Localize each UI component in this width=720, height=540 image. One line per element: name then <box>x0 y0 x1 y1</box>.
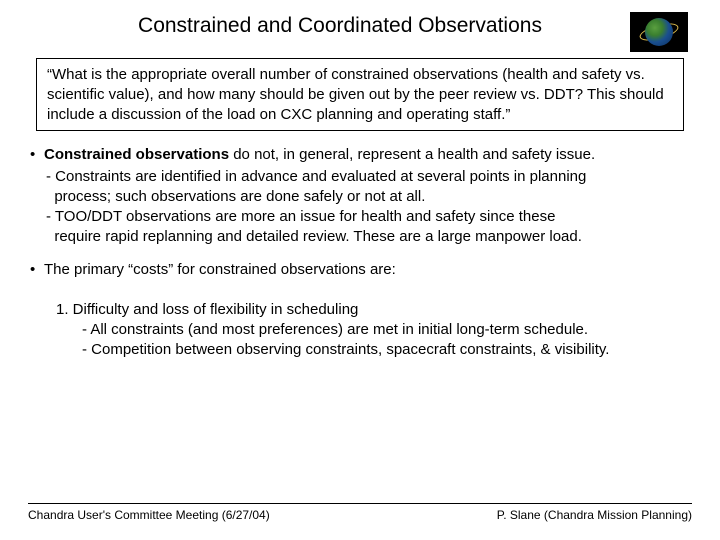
bullet-1-rest: do not, in general, represent a health a… <box>229 146 595 163</box>
bullet-1-sub-2b: require rapid replanning and detailed re… <box>28 227 692 247</box>
page-title: Constrained and Coordinated Observations <box>0 0 720 46</box>
bullet-1-text: Constrained observations do not, in gene… <box>44 145 692 165</box>
logo-globe <box>645 18 673 46</box>
numbered-1-sub-2: - Competition between observing constrai… <box>28 340 692 360</box>
bullet-1-sub-1b: process; such observations are done safe… <box>28 187 692 207</box>
quote-box: “What is the appropriate overall number … <box>36 58 684 131</box>
bullet-1-sub-2a: - TOO/DDT observations are more an issue… <box>28 207 692 227</box>
bullet-1: • Constrained observations do not, in ge… <box>28 145 692 165</box>
numbered-1: 1. Difficulty and loss of flexibility in… <box>28 300 692 320</box>
bullet-marker: • <box>28 260 44 280</box>
bullet-2-text: The primary “costs” for constrained obse… <box>44 260 692 280</box>
footer: Chandra User's Committee Meeting (6/27/0… <box>28 503 692 522</box>
quote-text: “What is the appropriate overall number … <box>47 66 664 123</box>
footer-left: Chandra User's Committee Meeting (6/27/0… <box>28 508 270 522</box>
logo-badge <box>630 12 688 52</box>
content-area: • Constrained observations do not, in ge… <box>28 145 692 359</box>
bullet-1-bold: Constrained observations <box>44 146 229 163</box>
bullet-marker: • <box>28 145 44 165</box>
bullet-1-sub-1a: - Constraints are identified in advance … <box>28 167 692 187</box>
footer-right: P. Slane (Chandra Mission Planning) <box>497 508 692 522</box>
bullet-2: • The primary “costs” for constrained ob… <box>28 260 692 280</box>
numbered-1-sub-1: - All constraints (and most preferences)… <box>28 320 692 340</box>
